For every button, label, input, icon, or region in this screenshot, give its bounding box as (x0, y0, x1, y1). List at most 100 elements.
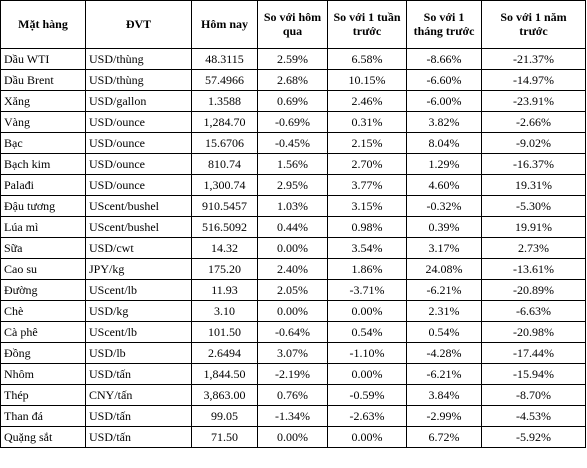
cell-vs-month: 4.60% (406, 174, 482, 196)
cell-item: Lúa mì (0, 216, 86, 238)
cell-item: Dầu WTI (0, 48, 86, 70)
cell-vs-month: 3.84% (406, 384, 482, 406)
cell-today: 48.3115 (191, 48, 258, 70)
cell-vs-week: 0.00% (327, 426, 407, 448)
cell-vs-year: 2.73% (481, 237, 586, 259)
cell-vs-year: -2.66% (481, 111, 586, 133)
cell-unit: USD/ounce (85, 153, 192, 175)
cell-today: 1.3588 (191, 90, 258, 112)
cell-vs-week: 2.15% (327, 132, 407, 154)
cell-vs-month: 24.08% (406, 258, 482, 280)
cell-vs-year: -23.91% (481, 90, 586, 112)
cell-vs-year: 19.91% (481, 216, 586, 238)
header-vs-month: So với 1 tháng trước (406, 0, 482, 49)
header-today: Hôm nay (191, 0, 258, 49)
table-row: Than đá USD/tấn 99.05 -1.34% -2.63% -2.99% -4.… (0, 405, 586, 427)
cell-item: Xăng (0, 90, 86, 112)
cell-vs-year: -5.30% (481, 195, 586, 217)
cell-vs-day: -0.45% (257, 132, 328, 154)
cell-vs-year: 19.31% (481, 174, 586, 196)
cell-vs-week: -1.10% (327, 342, 407, 364)
cell-item: Bạch kim (0, 153, 86, 175)
cell-today: 3.10 (191, 300, 258, 322)
cell-vs-year: -16.37% (481, 153, 586, 175)
cell-today: 2.6494 (191, 342, 258, 364)
table-row: Đường UScent/lb 11.93 2.05% -3.71% -6.21% -20.… (0, 279, 586, 301)
cell-unit: USD/tấn (85, 405, 192, 427)
cell-item: Đường (0, 279, 86, 301)
cell-vs-day: 0.76% (257, 384, 328, 406)
cell-item: Đồng (0, 342, 86, 364)
cell-today: 15.6706 (191, 132, 258, 154)
cell-vs-week: 6.58% (327, 48, 407, 70)
header-unit: ĐVT (85, 0, 192, 49)
cell-unit: UScent/lb (85, 321, 192, 343)
cell-unit: USD/lb (85, 342, 192, 364)
cell-unit: UScent/bushel (85, 195, 192, 217)
table-row: Quặng sắt USD/tấn 71.50 0.00% 0.00% 6.72% -5.9… (0, 426, 586, 448)
cell-vs-day: 0.69% (257, 90, 328, 112)
cell-unit: CNY/tấn (85, 384, 192, 406)
cell-unit: USD/ounce (85, 111, 192, 133)
cell-vs-year: -4.53% (481, 405, 586, 427)
cell-today: 810.74 (191, 153, 258, 175)
cell-item: Cà phê (0, 321, 86, 343)
header-item: Mặt hàng (0, 0, 86, 49)
table-row: Chè USD/kg 3.10 0.00% 0.00% 2.31% -6.63% (0, 300, 586, 322)
cell-vs-week: -2.63% (327, 405, 407, 427)
cell-vs-month: -8.66% (406, 48, 482, 70)
cell-vs-day: -0.69% (257, 111, 328, 133)
cell-vs-month: -4.28% (406, 342, 482, 364)
cell-vs-week: 3.54% (327, 237, 407, 259)
cell-vs-week: 2.70% (327, 153, 407, 175)
cell-item: Than đá (0, 405, 86, 427)
cell-vs-year: -8.70% (481, 384, 586, 406)
cell-vs-month: 8.04% (406, 132, 482, 154)
cell-vs-week: -0.59% (327, 384, 407, 406)
table-row: Cao su JPY/kg 175.20 2.40% 1.86% 24.08% -13.61… (0, 258, 586, 280)
cell-vs-day: 2.95% (257, 174, 328, 196)
table-body: Dầu WTI USD/thùng 48.3115 2.59% 6.58% -8.66% -… (0, 48, 586, 448)
cell-today: 175.20 (191, 258, 258, 280)
cell-vs-day: 0.00% (257, 426, 328, 448)
cell-item: Dầu Brent (0, 69, 86, 91)
header-vs-day: So với hôm qua (257, 0, 328, 49)
cell-unit: USD/ounce (85, 132, 192, 154)
cell-vs-month: -6.21% (406, 363, 482, 385)
cell-today: 57.4966 (191, 69, 258, 91)
cell-vs-day: -2.19% (257, 363, 328, 385)
table-row: Palađi USD/ounce 1,300.74 2.95% 3.77% 4.60% 19… (0, 174, 586, 196)
cell-item: Sữa (0, 237, 86, 259)
cell-vs-year: -17.44% (481, 342, 586, 364)
table-row: Bạc USD/ounce 15.6706 -0.45% 2.15% 8.04% -9.02… (0, 132, 586, 154)
cell-vs-week: 0.00% (327, 300, 407, 322)
cell-vs-day: 1.03% (257, 195, 328, 217)
table-row: Dầu Brent USD/thùng 57.4966 2.68% 10.15% -6.6… (0, 69, 586, 91)
table-row: Lúa mì UScent/bushel 516.5092 0.44% 0.98% 0.3… (0, 216, 586, 238)
cell-today: 101.50 (191, 321, 258, 343)
table-row: Vàng USD/ounce 1,284.70 -0.69% 0.31% 3.82% -2.… (0, 111, 586, 133)
cell-vs-day: -0.64% (257, 321, 328, 343)
cell-unit: JPY/kg (85, 258, 192, 280)
cell-vs-day: 2.59% (257, 48, 328, 70)
cell-vs-month: 3.17% (406, 237, 482, 259)
cell-vs-week: -3.71% (327, 279, 407, 301)
table-row: Nhôm USD/tấn 1,844.50 -2.19% 0.00% -6.21% -15.… (0, 363, 586, 385)
cell-vs-year: -20.98% (481, 321, 586, 343)
cell-today: 910.5457 (191, 195, 258, 217)
cell-vs-month: 2.31% (406, 300, 482, 322)
cell-item: Cao su (0, 258, 86, 280)
table-row: Dầu WTI USD/thùng 48.3115 2.59% 6.58% -8.66% -… (0, 48, 586, 70)
cell-unit: USD/cwt (85, 237, 192, 259)
cell-vs-week: 0.54% (327, 321, 407, 343)
cell-unit: USD/thùng (85, 69, 192, 91)
cell-today: 71.50 (191, 426, 258, 448)
cell-vs-day: 1.56% (257, 153, 328, 175)
cell-vs-day: -1.34% (257, 405, 328, 427)
cell-vs-year: -13.61% (481, 258, 586, 280)
cell-today: 516.5092 (191, 216, 258, 238)
table-row: Cà phê UScent/lb 101.50 -0.64% 0.54% 0.54% -20… (0, 321, 586, 343)
cell-item: Quặng sắt (0, 426, 86, 448)
table-row: Sữa USD/cwt 14.32 0.00% 3.54% 3.17% 2.73% (0, 237, 586, 259)
cell-vs-year: -20.89% (481, 279, 586, 301)
